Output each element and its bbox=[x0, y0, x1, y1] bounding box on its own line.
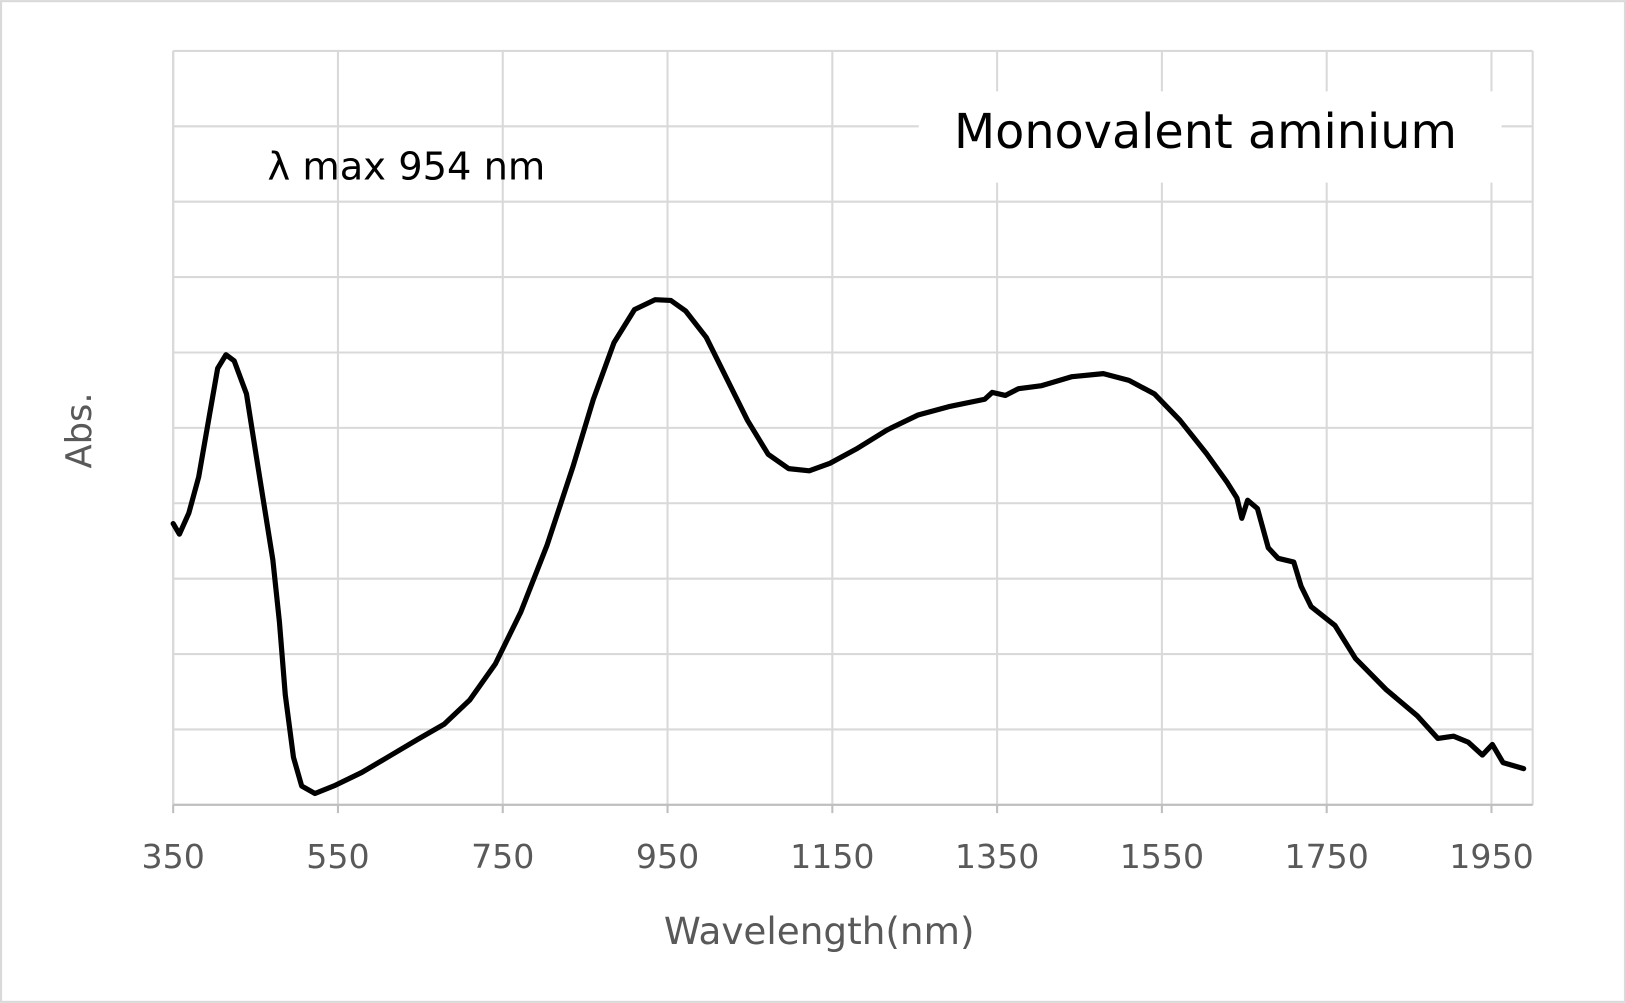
annotation: λ max 954 nm bbox=[268, 145, 546, 190]
x-tick-label: 1750 bbox=[1284, 837, 1368, 876]
x-tick-label: 550 bbox=[306, 837, 369, 876]
x-axis-label: Wavelength(nm) bbox=[664, 909, 975, 953]
y-axis-label: Abs. bbox=[59, 392, 100, 468]
x-tick-label: 1150 bbox=[790, 837, 874, 876]
annotation-background bbox=[918, 91, 1502, 183]
data-line bbox=[170, 297, 1527, 797]
x-tick-label: 1950 bbox=[1449, 837, 1533, 876]
x-tick-label: 1550 bbox=[1120, 837, 1204, 876]
x-tick-label: 950 bbox=[636, 837, 699, 876]
x-tick-label: 750 bbox=[471, 837, 534, 876]
x-tick-label: 1350 bbox=[955, 837, 1039, 876]
x-tick-label: 350 bbox=[142, 837, 205, 876]
annotation: Monovalent aminium bbox=[954, 105, 1457, 160]
plot bbox=[170, 297, 1527, 797]
